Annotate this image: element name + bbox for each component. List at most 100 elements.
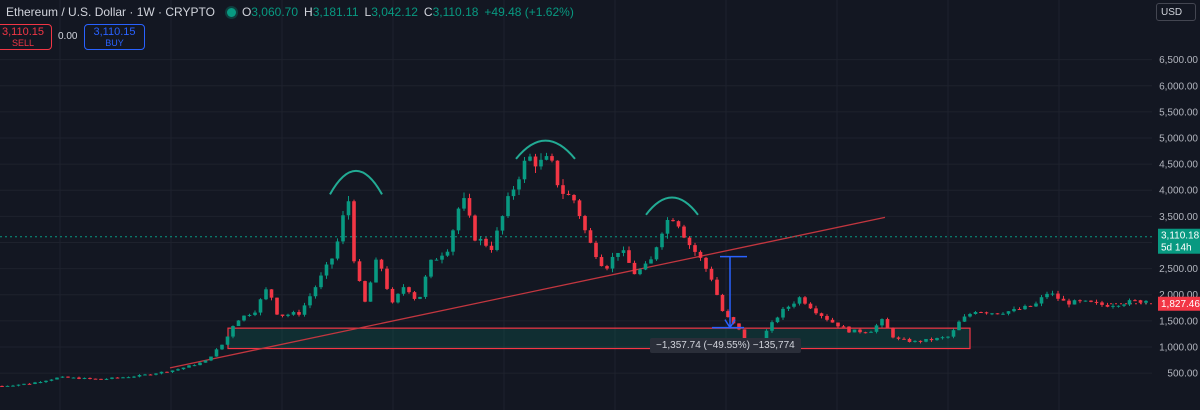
peak-arc[interactable] bbox=[329, 169, 383, 195]
candle-body bbox=[357, 261, 362, 282]
sell-label: SELL bbox=[11, 38, 35, 48]
candle-body bbox=[709, 268, 714, 280]
candle-body bbox=[1056, 293, 1060, 299]
candle-body bbox=[874, 325, 879, 332]
candle-body bbox=[269, 289, 274, 298]
peak-arcs[interactable] bbox=[329, 139, 699, 216]
candle-body bbox=[407, 287, 411, 293]
candle-body bbox=[896, 337, 901, 339]
candles[interactable] bbox=[0, 152, 1148, 387]
candle-body bbox=[379, 259, 384, 269]
candle-body bbox=[467, 198, 472, 216]
candle-body bbox=[104, 378, 109, 380]
buy-button[interactable]: 3,110.15 BUY bbox=[84, 24, 145, 50]
candle-body bbox=[170, 370, 175, 373]
symbol-title[interactable]: Ethereum / U.S. Dollar · 1W · CRYPTO bbox=[6, 5, 215, 19]
candle-body bbox=[192, 365, 197, 367]
buy-label: BUY bbox=[105, 38, 124, 48]
candle-body bbox=[181, 367, 186, 370]
candle-body bbox=[638, 269, 642, 275]
open-key: O bbox=[241, 5, 252, 19]
current-price-text: 3,110.18 bbox=[1161, 231, 1200, 242]
price-tick-label: 5,500.00 bbox=[1159, 107, 1198, 118]
candle-body bbox=[550, 156, 554, 161]
candle-body bbox=[368, 282, 373, 302]
candle-body bbox=[60, 376, 65, 378]
low-key: L bbox=[364, 5, 372, 19]
price-tick-label: 2,500.00 bbox=[1159, 264, 1198, 275]
candle-body bbox=[957, 321, 961, 331]
candle-body bbox=[258, 299, 263, 313]
candle-body bbox=[165, 371, 169, 373]
candle-body bbox=[979, 312, 983, 314]
candle-body bbox=[319, 275, 323, 288]
candle-body bbox=[704, 257, 708, 269]
candle-body bbox=[929, 338, 934, 341]
candle-body bbox=[159, 371, 164, 374]
candle-body bbox=[984, 312, 989, 314]
candle-body bbox=[385, 268, 389, 289]
countdown-text: 5d 14h bbox=[1161, 243, 1192, 254]
price-tick-label: 2,000.00 bbox=[1159, 290, 1198, 301]
price-tick-label: 3,500.00 bbox=[1159, 212, 1198, 223]
close-value: 3,110.18 bbox=[432, 5, 479, 19]
candle-body bbox=[808, 303, 813, 309]
candle-body bbox=[473, 215, 477, 241]
candle-body bbox=[539, 159, 543, 167]
peak-arc[interactable] bbox=[645, 196, 699, 216]
currency-selector[interactable]: USD bbox=[1156, 3, 1196, 21]
candle-body bbox=[891, 327, 895, 338]
candle-body bbox=[682, 226, 686, 238]
low-value: 3,042.12 bbox=[371, 5, 418, 19]
candle-body bbox=[247, 314, 252, 316]
price-axis[interactable]: 500.001,000.001,500.002,000.002,500.003,… bbox=[1152, 0, 1200, 410]
level-price-text: 1,827.46 bbox=[1161, 299, 1200, 310]
candle-body bbox=[99, 378, 103, 380]
candle-body bbox=[77, 377, 81, 379]
candle-body bbox=[1028, 305, 1033, 307]
symbol-header: Ethereum / U.S. Dollar · 1W · CRYPTO O 3,… bbox=[0, 3, 580, 21]
candle-body bbox=[71, 377, 76, 379]
candle-body bbox=[775, 317, 780, 323]
candle-body bbox=[907, 338, 912, 342]
candle-body bbox=[1034, 303, 1038, 307]
candle-body bbox=[291, 312, 296, 315]
candle-body bbox=[346, 201, 351, 216]
trend-line[interactable] bbox=[169, 216, 886, 369]
candle-body bbox=[836, 322, 840, 327]
candle-body bbox=[456, 208, 461, 231]
candle-body bbox=[264, 289, 268, 300]
measure-tool[interactable] bbox=[712, 255, 747, 330]
candle-body bbox=[423, 276, 428, 297]
candle-body bbox=[935, 337, 939, 341]
candle-body bbox=[918, 340, 923, 342]
candle-body bbox=[198, 362, 202, 366]
candle-body bbox=[231, 326, 235, 337]
candle-body bbox=[214, 349, 219, 357]
candle-body bbox=[649, 259, 653, 264]
candle-body bbox=[429, 259, 433, 277]
price-axis-bg bbox=[1152, 0, 1200, 410]
candle-body bbox=[577, 200, 582, 217]
candle-body bbox=[517, 179, 521, 190]
candle-body bbox=[841, 326, 846, 328]
candle-body bbox=[209, 356, 213, 361]
candle-body bbox=[627, 250, 631, 263]
candle-body bbox=[654, 247, 659, 260]
high-value: 3,181.11 bbox=[312, 5, 359, 19]
candle-body bbox=[275, 297, 279, 315]
candle-body bbox=[869, 331, 873, 333]
candle-body bbox=[5, 385, 10, 387]
measure-label: −1,357.74 (−49.55%) −135,774 bbox=[650, 338, 801, 353]
candle-body bbox=[286, 314, 290, 316]
candle-body bbox=[110, 377, 114, 379]
candle-body bbox=[187, 365, 191, 368]
sell-button[interactable]: 3,110.15 SELL bbox=[0, 24, 52, 50]
candle-body bbox=[599, 257, 604, 267]
candle-body bbox=[154, 373, 158, 375]
candle-body bbox=[341, 215, 345, 242]
candle-body bbox=[236, 320, 241, 327]
candle-body bbox=[484, 238, 488, 246]
peak-arc[interactable] bbox=[515, 139, 576, 160]
